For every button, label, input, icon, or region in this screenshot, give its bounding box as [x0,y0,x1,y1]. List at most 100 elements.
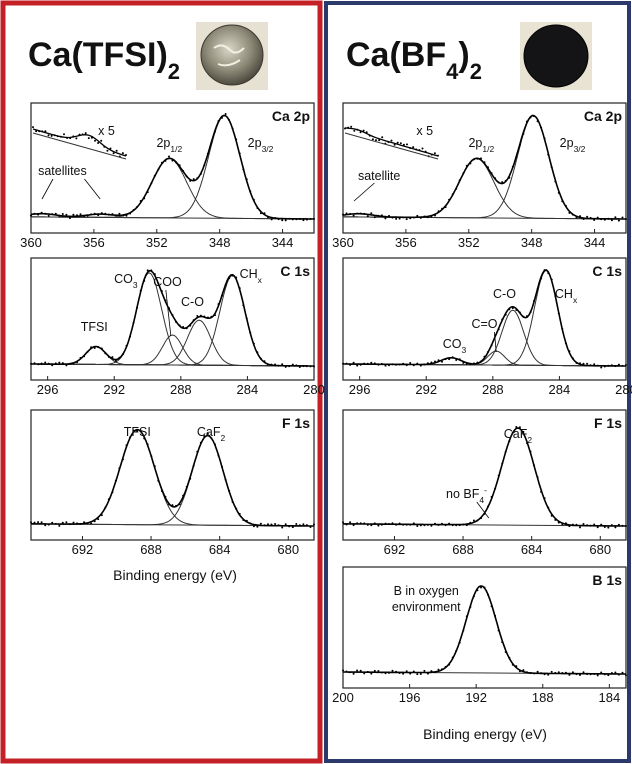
data-point [373,522,376,525]
data-point [391,363,394,366]
data-point [582,362,585,365]
data-point [206,152,209,155]
data-point [476,157,479,160]
data-point [543,673,546,676]
data-point [270,523,273,526]
data-point [610,219,613,222]
data-point [547,153,550,156]
fit-envelope [30,428,314,527]
data-point [405,218,408,221]
data-point [356,522,359,525]
data-point [51,364,54,367]
data-point [511,165,514,168]
inset-data-point [353,129,356,132]
data-point [419,524,422,527]
data-point [143,279,146,282]
data-point [564,342,567,345]
data-point [437,359,440,362]
data-point [522,315,525,318]
data-point [171,159,174,162]
data-point [267,216,269,219]
data-point [281,219,284,222]
data-point [47,214,50,217]
data-point [295,523,298,525]
data-point [242,168,245,171]
data-point [58,361,61,364]
plot-frame [342,409,627,541]
data-point [412,364,415,367]
data-point [494,614,497,617]
data-point [104,506,107,509]
satellite-arrow [41,178,54,200]
data-point [136,306,139,309]
core-level-label: B 1s [592,572,622,588]
x-tick-label: 684 [209,542,231,557]
data-point [607,217,610,220]
inset-data-point [402,143,405,146]
data-point [444,206,447,209]
data-point [593,363,596,366]
inset-fit-line [344,127,439,157]
x-axis-title-left: Binding energy (eV) [113,567,237,583]
data-point [579,215,581,218]
data-point [118,212,121,215]
data-point [441,668,443,671]
data-point [441,522,443,525]
data-point [33,521,36,524]
data-point [143,197,146,200]
data-point [263,524,266,527]
data-point [533,299,535,302]
data-point [508,440,511,443]
data-point [483,161,486,164]
data-point [529,672,532,675]
data-point [129,436,131,439]
data-point [395,523,398,526]
data-point [132,429,135,432]
data-point [571,213,574,216]
data-point [352,672,355,675]
data-point [444,358,447,361]
data-point [185,175,188,178]
data-point [213,130,216,133]
data-point [245,178,248,181]
data-point [72,362,75,365]
data-point [518,426,521,429]
peak-annotation: 2p1/2 [468,136,494,154]
data-point [256,351,259,354]
data-point [398,672,401,674]
data-point [621,216,624,219]
data-point [416,673,419,676]
data-point [388,364,390,367]
data-point [228,489,231,492]
data-point [533,115,535,118]
data-point [430,361,433,364]
peak-annotation: environment [392,600,461,614]
data-point [625,674,627,677]
data-point [582,218,585,220]
data-point [568,211,571,214]
data-point [256,525,259,528]
data-point [274,217,277,220]
data-point [231,127,234,130]
core-level-label: Ca 2p [272,108,310,124]
data-point [472,362,475,365]
plot-frame [342,102,627,234]
data-point [291,363,294,366]
data-point [178,164,181,167]
data-point [146,191,149,194]
inset-data-point [433,152,436,155]
data-point [309,365,312,368]
data-point [114,214,117,217]
data-point [536,120,539,123]
data-point [550,166,553,169]
data-point [494,177,497,180]
data-point [377,670,380,672]
data-point [302,523,305,526]
data-point [373,362,376,365]
data-point [575,673,578,676]
data-point [86,350,89,353]
data-point [54,212,57,215]
peak-annotation: x 5 [98,124,115,138]
data-point [125,214,128,217]
data-point [235,138,238,141]
